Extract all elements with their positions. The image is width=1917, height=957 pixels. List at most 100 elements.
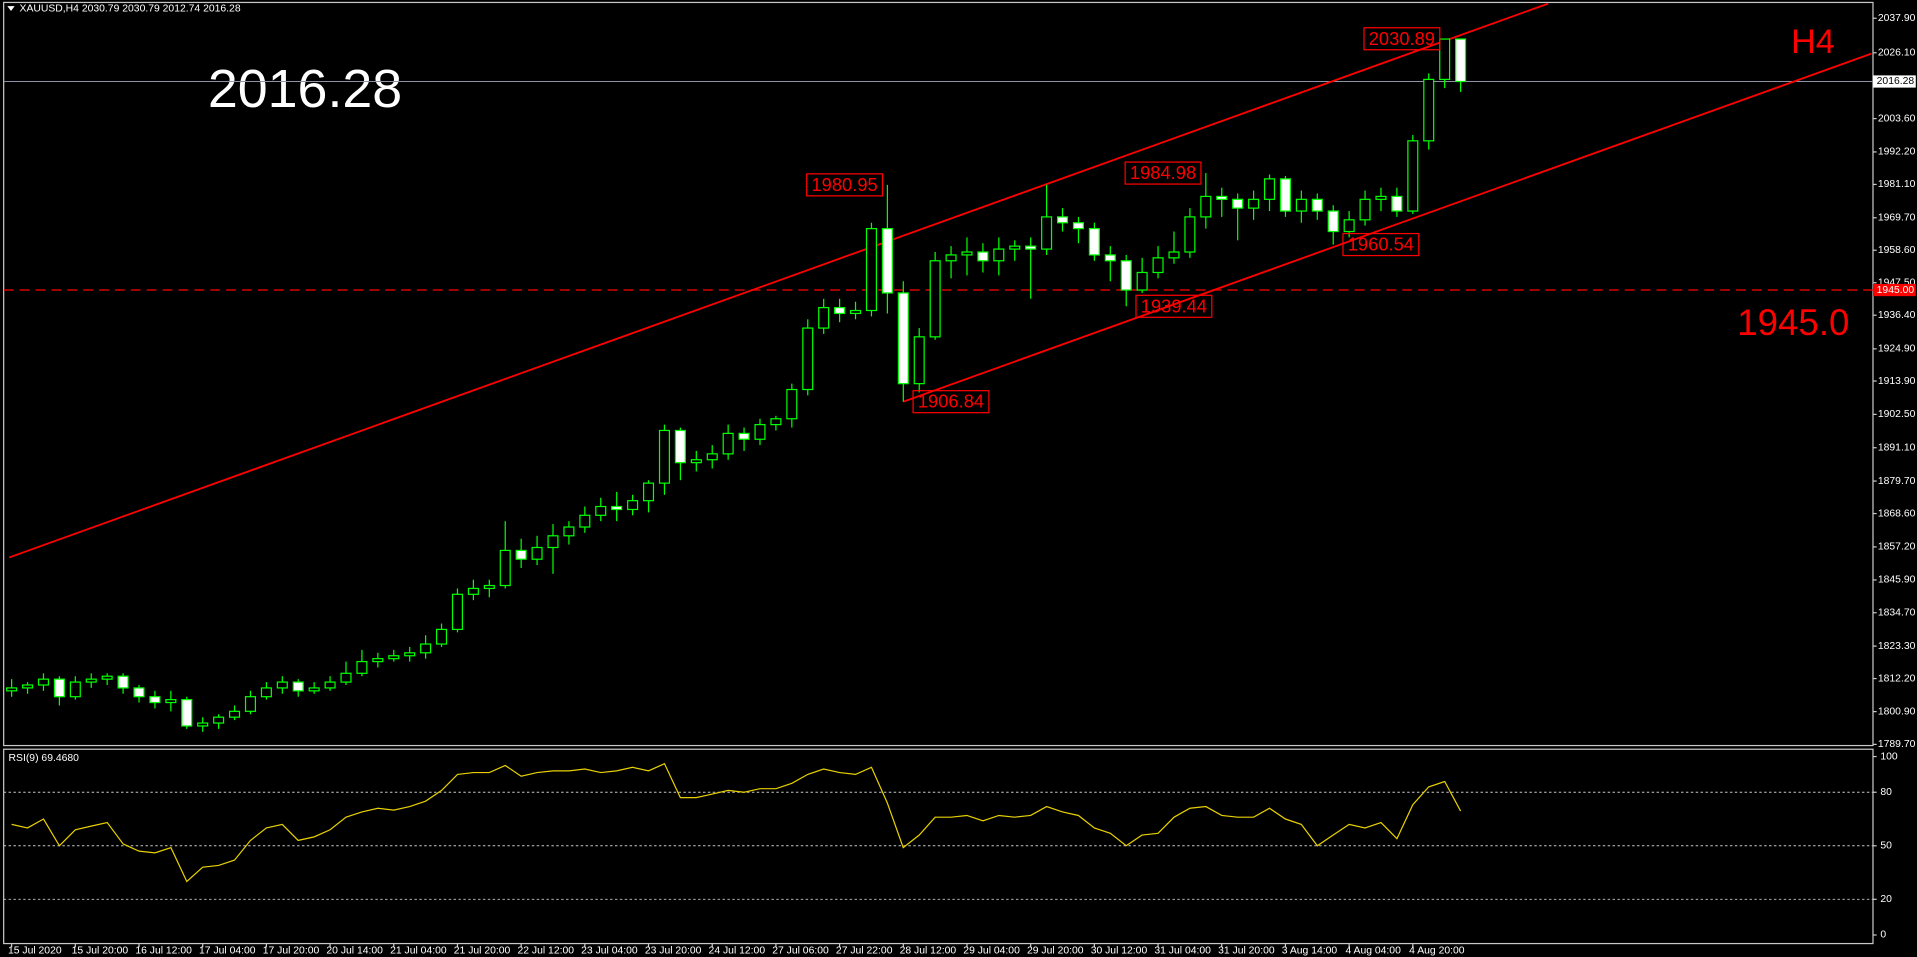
candle-body <box>420 643 432 654</box>
candle-body <box>945 254 957 262</box>
rsi-header: RSI(9) 69.4680 <box>9 753 80 764</box>
candle-body <box>849 309 862 315</box>
y-tick-label: 1879.70 <box>1878 476 1916 487</box>
ohlc-open: 2030.79 <box>82 3 120 14</box>
candle-body <box>85 678 97 683</box>
candle-body <box>276 681 288 689</box>
candle-body <box>1072 222 1084 230</box>
candle-body <box>308 687 320 692</box>
big-price: 2016.28 <box>208 59 402 119</box>
candle-body <box>1407 140 1419 212</box>
candle-body <box>1184 216 1196 253</box>
x-tick-label: 30 Jul 12:00 <box>1091 946 1148 957</box>
ohlc-high: 2030.79 <box>122 3 160 14</box>
candle-body <box>340 672 352 683</box>
x-tick-label: 15 Jul 2020 <box>8 946 62 957</box>
candle-body <box>404 652 416 657</box>
candle-body <box>1423 78 1435 142</box>
candle-body <box>22 684 34 689</box>
candle-body <box>1327 210 1339 233</box>
x-tick-label: 4 Aug 04:00 <box>1345 946 1401 957</box>
rsi-y-tick-label: 20 <box>1880 894 1892 905</box>
candle-body <box>1295 198 1307 212</box>
candle-body <box>770 418 782 426</box>
x-tick-label: 29 Jul 04:00 <box>963 946 1020 957</box>
candle-body <box>1279 178 1291 212</box>
y-tick-label: 1981.10 <box>1878 179 1916 190</box>
candle-body <box>1104 254 1116 262</box>
price-label: 1984.98 <box>1130 162 1196 183</box>
trend-line <box>8 2 1549 559</box>
x-tick-label: 21 Jul 20:00 <box>454 946 511 957</box>
x-tick-label: 21 Jul 04:00 <box>390 946 447 957</box>
candle-body <box>595 505 607 516</box>
candle-body <box>149 696 161 704</box>
price-label: 1960.54 <box>1348 234 1414 255</box>
candle-body <box>228 710 241 718</box>
candle-body <box>1216 195 1228 200</box>
candle-body <box>69 681 81 698</box>
y-tick-label: 1857.20 <box>1878 542 1916 553</box>
y-tick-label: 1913.90 <box>1878 376 1916 387</box>
candle-body <box>802 327 814 391</box>
menu-triangle <box>7 6 15 11</box>
candle-body <box>1359 198 1371 221</box>
candle-body <box>435 628 448 645</box>
level-axis-box <box>1872 283 1916 297</box>
candle-body <box>1263 178 1276 200</box>
price-label: 1980.95 <box>811 174 877 195</box>
level-label: 1945.0 <box>1737 302 1849 343</box>
candle-body <box>611 505 623 511</box>
price-label-box <box>1124 161 1202 185</box>
candle-body <box>372 658 384 663</box>
x-tick-label: 4 Aug 20:00 <box>1409 946 1465 957</box>
y-tick-label: 1947.50 <box>1878 277 1916 288</box>
price-label-box <box>912 390 990 414</box>
candle-body <box>642 482 655 502</box>
candle-body <box>1439 38 1451 80</box>
y-tick-label: 1789.70 <box>1878 739 1916 750</box>
candle-body <box>929 260 941 338</box>
y-tick-label: 1958.60 <box>1878 245 1916 256</box>
rsi-plot <box>3 762 1873 900</box>
candle-body <box>1136 271 1148 291</box>
candle-body <box>627 500 639 511</box>
candle-body <box>913 336 925 385</box>
candle-body <box>1248 198 1260 209</box>
candle-body <box>531 546 543 560</box>
candle-body <box>6 687 18 692</box>
candle-body <box>1056 216 1069 224</box>
candle-body <box>324 681 336 689</box>
y-tick-label: 1800.90 <box>1878 706 1916 717</box>
rsi-name: RSI(9) <box>9 753 39 764</box>
y-tick-label: 2037.90 <box>1878 13 1916 24</box>
candle-body <box>674 429 686 464</box>
candle-body <box>563 526 575 537</box>
rsi-current: 69.4680 <box>41 753 79 764</box>
close-axis-label: 2016.28 <box>1877 76 1915 87</box>
candle-body <box>133 687 145 698</box>
candle-body <box>738 432 750 440</box>
candle-body <box>260 687 272 698</box>
rsi-y-tick-label: 80 <box>1880 787 1892 798</box>
timeframe: H4 <box>1791 23 1835 61</box>
x-tick-label: 16 Jul 12:00 <box>135 946 192 957</box>
x-tick-label: 17 Jul 20:00 <box>263 946 320 957</box>
x-tick-label: 23 Jul 04:00 <box>581 946 638 957</box>
close-axis-box <box>1872 75 1916 88</box>
rsi-y-tick-label: 50 <box>1880 841 1892 852</box>
candle-body <box>292 681 304 692</box>
candle-body <box>483 584 495 590</box>
main-panel-border <box>3 1 1874 747</box>
candle-body <box>993 248 1005 262</box>
candle-body <box>1455 38 1467 83</box>
candle-body <box>1391 195 1403 212</box>
ohlc-close: 2016.28 <box>203 3 241 14</box>
y-tick-label: 1902.50 <box>1878 409 1916 420</box>
candle-body <box>834 306 846 315</box>
candle-body <box>818 306 830 329</box>
candle-body <box>547 535 559 549</box>
candle-body <box>961 251 973 256</box>
